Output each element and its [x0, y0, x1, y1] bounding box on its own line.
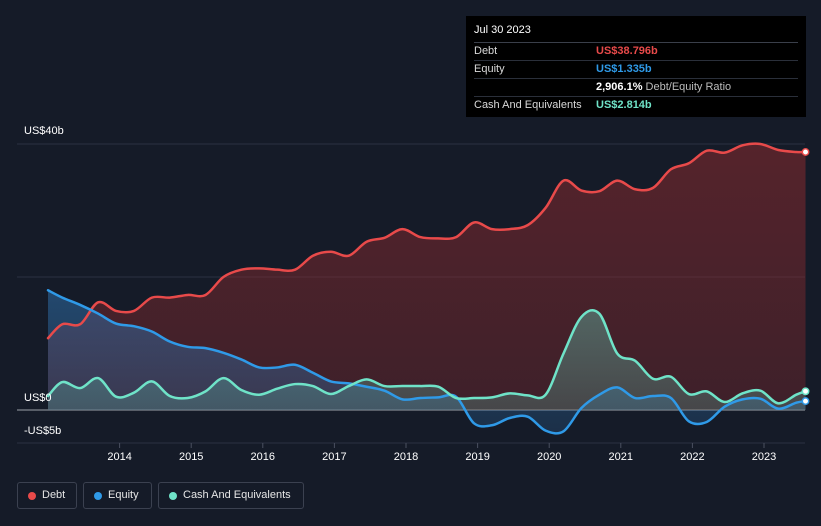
y-tick-label-bottom: -US$5b [24, 425, 62, 437]
tooltip-ratio-suffix: Debt/Equity Ratio [645, 81, 732, 93]
end-marker-debt [801, 148, 810, 156]
legend-cash[interactable]: Cash And Equivalents [158, 482, 304, 509]
line-cash-and-equivalents [46, 308, 807, 405]
tooltip-value-cash: US$2.814b [596, 99, 652, 111]
legend-debt[interactable]: Debt [17, 482, 77, 509]
y-tick-label-zero: US$0 [24, 392, 52, 404]
tooltip-label-debt: Debt [474, 45, 498, 57]
y-tick-label-top: US$40b [24, 125, 64, 137]
x-tick-label-2018: 2018 [394, 451, 418, 463]
x-tick-label-2021: 2021 [609, 451, 633, 463]
x-tick-label-2022: 2022 [680, 451, 704, 463]
legend-equity-dot [94, 492, 102, 500]
area-debt [48, 143, 806, 411]
tooltip-label-cash: Cash And Equivalents [474, 99, 582, 111]
legend-cash-dot [169, 492, 177, 500]
x-tick-label-2023: 2023 [752, 451, 776, 463]
chart-areas [48, 143, 806, 434]
tooltip-row-equity: Equity US$1.335b [474, 61, 798, 79]
legend-debt-dot [28, 492, 36, 500]
tooltip-row-ratio: 2,906.1% Debt/Equity Ratio [474, 79, 798, 97]
x-tick-label-2019: 2019 [465, 451, 489, 463]
x-tick-label-2015: 2015 [179, 451, 203, 463]
data-tooltip: Jul 30 2023 Debt US$38.796b Equity US$1.… [466, 16, 806, 117]
x-axis-ticks: 2014 2015 2016 2017 2018 2019 2020 2021 2022 2023 [107, 443, 776, 463]
tooltip-value-debt: US$38.796b [596, 45, 658, 57]
line-equity [46, 289, 807, 435]
line-debt [46, 142, 807, 340]
tooltip-ratio: 2,906.1% Debt/Equity Ratio [596, 79, 731, 96]
x-tick-label-2017: 2017 [322, 451, 346, 463]
x-tick-label-2020: 2020 [537, 451, 561, 463]
end-markers [801, 148, 810, 406]
area-cash-and-equivalents [48, 310, 806, 410]
end-marker-cash-and-equivalents [801, 387, 810, 396]
chart-lines [46, 142, 807, 435]
tooltip-ratio-value: 2,906.1% [596, 81, 643, 93]
tooltip-row-debt: Debt US$38.796b [474, 43, 798, 61]
legend-cash-label: Cash And Equivalents [183, 489, 291, 501]
legend-equity-label: Equity [108, 489, 139, 501]
legend-equity[interactable]: Equity [83, 482, 152, 509]
tooltip-date: Jul 30 2023 [474, 16, 798, 43]
legend-debt-label: Debt [42, 489, 66, 501]
tooltip-row-cash: Cash And Equivalents US$2.814b [474, 97, 798, 114]
tooltip-value-equity: US$1.335b [596, 63, 652, 75]
end-marker-equity [801, 397, 810, 406]
tooltip-label-equity: Equity [474, 63, 505, 75]
x-tick-label-2014: 2014 [107, 451, 131, 463]
x-tick-label-2016: 2016 [251, 451, 275, 463]
